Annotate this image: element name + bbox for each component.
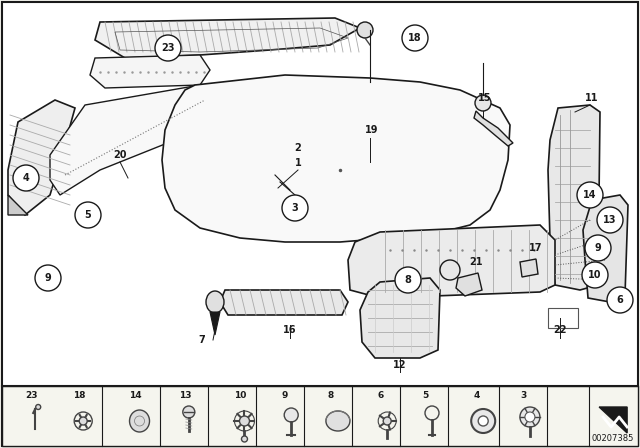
Circle shape <box>582 262 608 288</box>
Circle shape <box>395 267 421 293</box>
Polygon shape <box>583 195 628 302</box>
Circle shape <box>241 436 248 442</box>
Circle shape <box>35 265 61 291</box>
Polygon shape <box>456 273 482 296</box>
Circle shape <box>183 406 195 418</box>
Text: 5: 5 <box>84 210 92 220</box>
Circle shape <box>585 235 611 261</box>
Text: 18: 18 <box>73 392 86 401</box>
Polygon shape <box>162 75 510 242</box>
Polygon shape <box>95 18 360 58</box>
Text: 9: 9 <box>45 273 51 283</box>
Text: 1: 1 <box>294 158 301 168</box>
Circle shape <box>357 22 373 38</box>
Text: 10: 10 <box>234 392 247 401</box>
Circle shape <box>239 416 250 426</box>
Circle shape <box>75 202 101 228</box>
Polygon shape <box>599 407 627 433</box>
Text: 5: 5 <box>422 392 428 401</box>
Text: 6: 6 <box>616 295 623 305</box>
Polygon shape <box>8 100 75 215</box>
Polygon shape <box>210 312 220 335</box>
Circle shape <box>383 417 391 425</box>
Text: 17: 17 <box>529 243 543 253</box>
Circle shape <box>79 417 87 425</box>
Text: 19: 19 <box>365 125 379 135</box>
Text: 2: 2 <box>294 143 301 153</box>
Text: 15: 15 <box>478 93 492 103</box>
Polygon shape <box>520 259 538 277</box>
Text: 14: 14 <box>583 190 596 200</box>
Circle shape <box>36 405 41 409</box>
Text: 12: 12 <box>393 360 407 370</box>
Text: 23: 23 <box>25 392 38 401</box>
Circle shape <box>471 409 495 433</box>
Text: 22: 22 <box>553 325 567 335</box>
Circle shape <box>525 412 535 422</box>
Polygon shape <box>50 85 215 195</box>
Text: 11: 11 <box>585 93 599 103</box>
Text: 23: 23 <box>161 43 175 53</box>
Circle shape <box>475 95 491 111</box>
Polygon shape <box>90 55 210 88</box>
Text: 6: 6 <box>377 392 383 401</box>
Text: 00207385: 00207385 <box>591 434 634 443</box>
Bar <box>548 308 578 328</box>
Text: 10: 10 <box>588 270 602 280</box>
Text: 7: 7 <box>198 335 205 345</box>
Polygon shape <box>8 195 28 215</box>
Polygon shape <box>548 105 600 290</box>
Circle shape <box>478 416 488 426</box>
Circle shape <box>577 182 603 208</box>
Bar <box>2 386 638 446</box>
Text: 9: 9 <box>595 243 602 253</box>
Text: 9: 9 <box>281 392 287 401</box>
Circle shape <box>402 25 428 51</box>
Circle shape <box>607 287 633 313</box>
Text: 4: 4 <box>22 173 29 183</box>
Circle shape <box>282 195 308 221</box>
Text: 14: 14 <box>129 392 142 401</box>
Text: 16: 16 <box>284 325 297 335</box>
Ellipse shape <box>129 410 150 432</box>
Text: 3: 3 <box>520 392 526 401</box>
Ellipse shape <box>326 411 350 431</box>
Text: 18: 18 <box>408 33 422 43</box>
Text: 13: 13 <box>604 215 617 225</box>
Text: 13: 13 <box>179 392 191 401</box>
Circle shape <box>597 207 623 233</box>
Text: 8: 8 <box>404 275 412 285</box>
Text: 8: 8 <box>328 392 334 401</box>
Text: 20: 20 <box>113 150 127 160</box>
Polygon shape <box>220 290 348 315</box>
Text: 3: 3 <box>292 203 298 213</box>
Circle shape <box>440 260 460 280</box>
Circle shape <box>155 35 181 61</box>
Circle shape <box>284 408 298 422</box>
Ellipse shape <box>206 291 224 313</box>
Polygon shape <box>360 278 440 358</box>
Polygon shape <box>474 111 513 146</box>
Text: 21: 21 <box>469 257 483 267</box>
Circle shape <box>520 407 540 427</box>
Polygon shape <box>348 225 555 298</box>
Text: 4: 4 <box>473 392 479 401</box>
Circle shape <box>13 165 39 191</box>
